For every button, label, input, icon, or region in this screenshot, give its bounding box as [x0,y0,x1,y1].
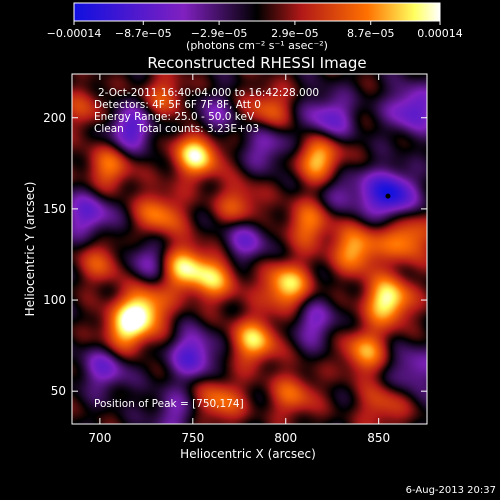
annotation-energy-range: Energy Range: 25.0 - 50.0 keV [94,111,255,123]
colorbar-tick-label: 2.9e−05 [271,27,318,40]
y-tick-label: 100 [43,293,66,307]
colorbar-units-label: (photons cm⁻² s⁻¹ asec⁻²) [186,39,328,52]
colorbar [73,2,441,22]
annotation-detectors: Detectors: 4F 5F 6F 7F 8F, Att 0 [94,99,261,111]
y-tick-label: 150 [43,202,66,216]
chart-title: Reconstructed RHESSI Image [147,54,366,72]
x-tick-label: 800 [274,431,297,445]
x-tick-label: 750 [181,431,204,445]
x-axis-ticks: 700 750 800 850 [88,74,390,445]
y-axis-ticks: 50 100 150 200 [43,111,427,398]
colorbar-ticks: −0.00014 −8.7e−05 −2.9e−05 2.9e−05 8.7e−05 0.… [47,21,463,40]
annotation-total-counts: Clean Total counts: 3.23E+03 [94,123,259,135]
x-tick-label: 700 [88,431,111,445]
y-tick-label: 50 [51,384,66,398]
y-axis-label: Heliocentric Y (arcsec) [23,182,37,317]
annotation-block: 2-Oct-2011 16:40:04.000 to 16:42:28.000 … [94,87,319,410]
annotation-peak-position: Position of Peak = [750,174] [94,398,244,410]
colorbar-tick-label: −8.7e−05 [115,27,172,40]
peak-marker [385,193,391,199]
footer-date: 6-Aug-2013 20:37 [406,485,496,496]
peak-dot [385,193,391,199]
heatmap-image [72,74,427,424]
plot-frame [71,73,428,425]
x-axis-label: Heliocentric X (arcsec) [180,447,316,461]
y-tick-label: 200 [43,111,66,125]
x-tick-label: 850 [367,431,390,445]
colorbar-tick-label: 8.7e−05 [347,27,394,40]
colorbar-tick-label: −2.9e−05 [191,27,248,40]
colorbar-tick-label: −0.00014 [47,27,102,40]
colorbar-tick-label: 0.00014 [417,27,463,40]
annotation-time-range: 2-Oct-2011 16:40:04.000 to 16:42:28.000 [98,87,319,99]
